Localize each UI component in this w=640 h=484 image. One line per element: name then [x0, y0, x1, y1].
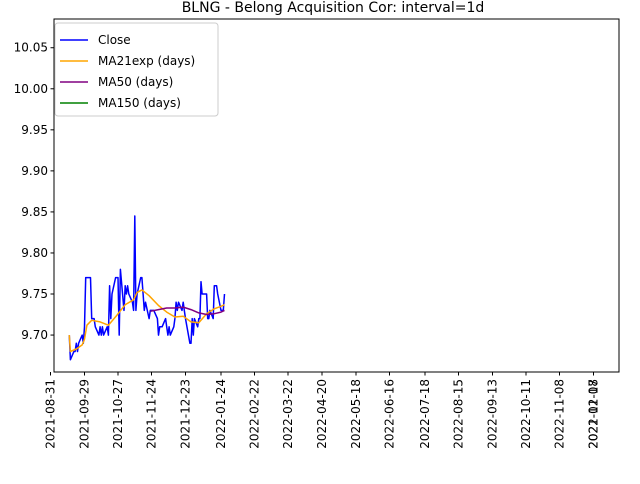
ma21exp-series-line — [68, 289, 225, 353]
x-tick-label: 2022-10-11 — [519, 379, 533, 449]
y-tick-label: 9.80 — [21, 246, 48, 260]
plot-layer — [68, 215, 226, 361]
y-tick-label: 9.95 — [21, 123, 48, 137]
legend: Close MA21exp (days) MA50 (days) MA150 (day… — [54, 22, 219, 117]
y-tick-label: 9.90 — [21, 164, 48, 178]
x-tick-label: 2022-01-24 — [214, 379, 228, 449]
x-tick-label: 2022-08-15 — [452, 379, 466, 449]
x-tick-label: 2022-03-22 — [281, 379, 295, 449]
x-tick-label: 2022-02-22 — [248, 379, 262, 449]
ticks-layer: 9.70 9.75 9.80 9.85 9.90 9.95 10.00 10.05 2021-0… — [14, 41, 601, 449]
ma50-series-line — [150, 306, 225, 316]
y-tick-label: 10.00 — [14, 82, 48, 96]
x-tick-label: 2021-01-18 — [587, 379, 601, 449]
y-tick-label: 10.05 — [14, 41, 48, 55]
x-tick-label: 2021-08-31 — [44, 379, 58, 449]
x-tick-label: 2022-11-08 — [553, 379, 567, 449]
x-tick-label: 2021-12-23 — [179, 379, 193, 449]
x-tick-label: 2022-09-13 — [486, 379, 500, 449]
x-tick-label: 2021-10-27 — [111, 379, 125, 449]
x-tick-label: 2022-04-20 — [315, 379, 329, 449]
legend-box — [54, 22, 219, 117]
y-tick-label: 9.70 — [21, 328, 48, 342]
y-tick-label: 9.85 — [21, 205, 48, 219]
x-tick-label: 2021-09-29 — [78, 379, 92, 449]
x-tick-label: 2022-05-18 — [349, 379, 363, 449]
legend-label: MA150 (days) — [98, 96, 181, 110]
legend-label: Close — [98, 33, 131, 47]
close-series-line — [68, 215, 226, 361]
x-tick-label: 2022-06-16 — [383, 379, 397, 449]
legend-label: MA50 (days) — [98, 75, 173, 89]
chart-title: BLNG - Belong Acquisition Cor: interval=… — [182, 0, 485, 16]
x-tick-label: 2021-11-24 — [145, 379, 159, 449]
y-tick-label: 9.75 — [21, 287, 48, 301]
legend-label: MA21exp (days) — [98, 54, 195, 68]
x-tick-label: 2022-07-18 — [418, 379, 432, 449]
plot-area-frame — [53, 18, 620, 373]
x-tick-label: 2022-12-07 — [587, 379, 601, 449]
